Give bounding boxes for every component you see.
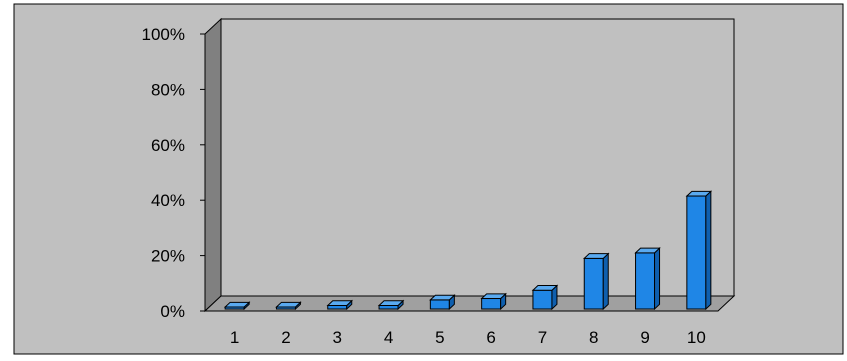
bar-top [223, 301, 251, 308]
bar [582, 252, 610, 311]
y-tick-label: 100% [142, 25, 185, 44]
bar-front [583, 257, 604, 310]
bar [634, 246, 661, 311]
bar-front [327, 304, 348, 310]
x-tick-label: 8 [589, 328, 598, 347]
bar-front [378, 304, 399, 310]
bar-top [326, 300, 354, 306]
x-tick-label: 1 [230, 328, 239, 347]
y-tick-label: 60% [151, 136, 185, 155]
x-tick-label: 6 [486, 328, 495, 347]
y-axis: 0% 20% 40% 60% 80% 100% [142, 25, 206, 321]
bar-front [429, 299, 450, 310]
bar-top [429, 294, 456, 301]
bar [480, 292, 507, 311]
x-tick-label: 2 [281, 328, 290, 347]
bar [223, 301, 251, 311]
y-tick-label: 0% [160, 302, 185, 321]
y-tick-label: 40% [151, 191, 185, 210]
bar [685, 190, 713, 311]
bar-top [275, 301, 302, 308]
bar [377, 299, 405, 311]
bar [429, 294, 456, 311]
bar [326, 299, 354, 311]
x-tick-label: 9 [640, 328, 649, 347]
bar-top [582, 253, 610, 259]
side-wall [204, 17, 222, 313]
bar-front [532, 289, 553, 310]
bar-side [654, 246, 661, 311]
x-tick-label: 7 [538, 328, 547, 347]
bar-front [686, 195, 707, 310]
bar-side [602, 252, 609, 311]
x-tick-label: 5 [435, 328, 444, 347]
bar-top [634, 247, 661, 254]
bar-front [635, 252, 656, 310]
bar [275, 301, 302, 311]
bar-side [705, 190, 712, 311]
bar-top [685, 190, 713, 197]
y-tick-label: 20% [151, 247, 185, 266]
x-axis: 1 2 3 4 5 6 7 8 9 10 [230, 328, 706, 347]
bar-top [480, 293, 507, 300]
bar-series [223, 190, 713, 311]
bar [531, 284, 559, 311]
x-tick-label: 10 [687, 328, 706, 347]
bar-top [377, 300, 405, 306]
x-tick-label: 4 [384, 328, 393, 347]
y-tick-label: 80% [151, 80, 185, 99]
x-tick-label: 3 [333, 328, 342, 347]
bar-front [481, 298, 502, 310]
bar-top [531, 285, 559, 291]
